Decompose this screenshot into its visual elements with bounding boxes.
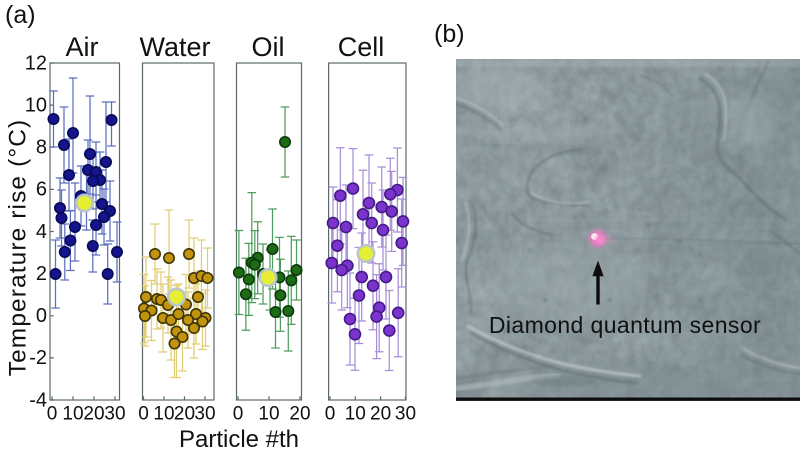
svg-text:Air: Air [66,32,99,62]
svg-text:30: 30 [194,404,215,425]
svg-text:-2: -2 [29,347,47,369]
svg-text:Particle #th: Particle #th [179,426,299,453]
svg-text:4: 4 [36,221,47,243]
svg-text:Oil: Oil [252,32,285,62]
svg-text:20: 20 [289,404,310,425]
svg-text:30: 30 [395,404,416,425]
svg-text:10: 10 [345,404,366,425]
svg-text:10: 10 [153,404,174,425]
svg-text:10: 10 [25,94,47,116]
svg-text:0: 0 [47,404,58,425]
svg-text:0: 0 [233,404,244,425]
svg-text:20: 20 [174,404,195,425]
svg-text:0: 0 [138,404,149,425]
svg-text:0: 0 [325,404,336,425]
svg-text:30: 30 [104,404,125,425]
svg-text:(b): (b) [434,20,465,48]
svg-text:Cell: Cell [338,32,385,62]
svg-text:10: 10 [62,404,83,425]
svg-text:12: 12 [25,52,47,74]
svg-text:2: 2 [36,263,47,285]
svg-text:20: 20 [83,404,104,425]
svg-text:-4: -4 [29,389,47,411]
svg-text:Water: Water [139,32,210,62]
svg-text:Temperature rise (°C): Temperature rise (°C) [5,119,32,377]
svg-text:0: 0 [36,305,47,327]
svg-text:(a): (a) [5,1,36,29]
svg-text:8: 8 [36,137,47,159]
svg-text:10: 10 [258,404,279,425]
svg-text:6: 6 [36,179,47,201]
svg-text:Diamond quantum sensor: Diamond quantum sensor [489,312,761,338]
svg-text:20: 20 [370,404,391,425]
